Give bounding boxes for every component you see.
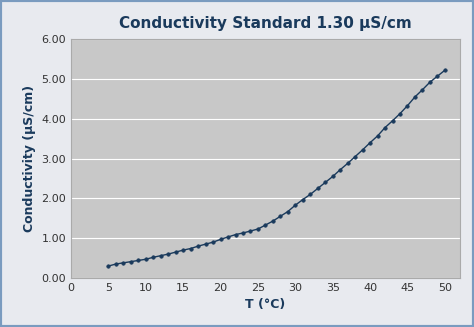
Y-axis label: Conductivity (μS/cm): Conductivity (μS/cm) <box>23 85 36 232</box>
Title: Conductivity Standard 1.30 μS/cm: Conductivity Standard 1.30 μS/cm <box>119 16 412 31</box>
X-axis label: T (°C): T (°C) <box>246 298 285 311</box>
